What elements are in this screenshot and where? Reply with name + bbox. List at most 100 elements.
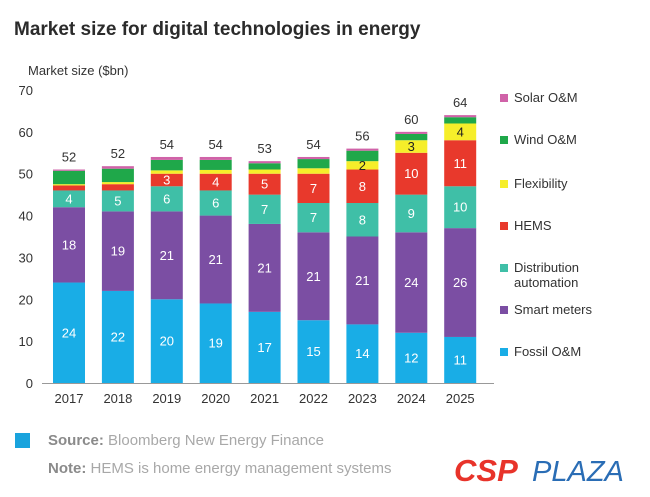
bar-segment-2025-3 [444,140,477,187]
bar-total-label-2018: 52 [111,146,125,161]
bar-value-label-2020-1: 21 [208,252,222,267]
y-tick-label-70: 70 [19,83,33,98]
bar-segment-2023-0 [346,324,379,383]
bar-segment-2023-5 [346,150,379,162]
legend-swatch-flexibility [500,180,508,188]
csp-plaza-logo: CSP PLAZA [454,453,624,488]
bar-segment-2019-0 [150,299,183,383]
bar-segment-2025-1 [444,228,477,337]
bar-segment-2020-3 [199,173,232,191]
bar-value-label-2018-1: 19 [111,244,125,259]
legend-swatch-distribution-automation [500,264,508,272]
bar-segment-2018-0 [101,290,134,383]
bar-value-label-2021-2: 7 [261,202,268,217]
logo-text-plaza: PLAZA [532,456,624,488]
bar-total-label-2024: 60 [404,112,418,127]
bar-value-label-2023-4: 2 [359,158,366,173]
bar-total-label-2020: 54 [208,137,222,152]
bar-segment-2024-1 [395,232,428,333]
source-square-icon [15,433,30,448]
note-line: Note: HEMS is home energy management sys… [48,460,391,477]
bar-total-label-2023: 56 [355,129,369,144]
bar-value-label-2023-2: 8 [359,212,366,227]
bar-value-label-2023-1: 21 [355,273,369,288]
bar-segment-2020-1 [199,215,232,304]
bar-total-label-2017: 52 [62,150,76,165]
x-tick-label-2025: 2025 [446,391,475,406]
x-tick-label-2021: 2021 [250,391,279,406]
bar-value-label-2022-3: 7 [310,181,317,196]
bar-value-label-2024-2: 9 [408,206,415,221]
source-label: Source: [48,432,104,449]
bar-segment-2021-2 [248,194,281,224]
legend-label-distribution-automation: Distribution automation [514,260,580,290]
bar-segment-2020-4 [199,169,232,174]
bar-value-label-2023-3: 8 [359,179,366,194]
bar-value-label-2024-4: 3 [408,139,415,154]
legend-item-hems: HEMS [500,218,614,233]
bar-segment-2018-4 [101,182,134,185]
y-tick-label-30: 30 [19,250,33,265]
bar-segment-2019-5 [150,159,183,171]
y-tick-label-50: 50 [19,167,33,182]
legend-item-distribution-automation: Distribution automation [500,260,614,290]
chart-title: Market size for digital technologies in … [14,19,421,40]
bar-segment-2017-6 [53,169,85,171]
bar-value-label-2017-1: 18 [62,237,76,252]
bar-value-label-2023-0: 14 [355,346,369,361]
bar-segment-2025-6 [444,115,477,118]
y-axis-label: Market size ($bn) [28,63,129,78]
bar-value-label-2024-1: 24 [404,275,418,290]
bar-value-label-2025-2: 10 [453,200,467,215]
bar-segment-2020-5 [199,159,232,170]
legend-item-fossil-om: Fossil O&M [500,344,614,359]
bar-segment-2017-3 [53,185,85,191]
bar-segment-2019-2 [150,186,183,212]
stacked-bar-chart: 0102030405060702418452201722195522018202… [19,83,494,406]
bar-segment-2017-0 [53,282,85,383]
bar-segment-2021-1 [248,223,281,312]
bar-segment-2023-1 [346,236,379,325]
bar-segment-2017-5 [53,170,85,185]
bar-segment-2021-4 [248,169,281,174]
legend-swatch-solar-om [500,94,508,102]
bar-segment-2018-1 [101,211,134,291]
y-tick-label-60: 60 [19,125,33,140]
bar-value-label-2019-1: 21 [160,248,174,263]
bar-total-label-2025: 64 [453,95,467,110]
legend-item-flexibility: Flexibility [500,176,614,191]
bar-value-label-2025-4: 4 [457,124,464,139]
bar-segment-2018-5 [101,168,134,183]
x-tick-label-2019: 2019 [152,391,181,406]
bar-segment-2019-3 [150,173,183,187]
y-tick-label-20: 20 [19,292,33,307]
bar-segment-2024-6 [395,131,428,134]
bar-value-label-2021-0: 17 [257,340,271,355]
bar-value-label-2019-0: 20 [160,334,174,349]
bar-value-label-2020-2: 6 [212,196,219,211]
x-tick-label-2017: 2017 [55,391,84,406]
bar-segment-2020-0 [199,303,232,383]
legend-label-hems: HEMS [514,218,552,233]
legend-swatch-smart-meters [500,306,508,314]
note-text: HEMS is home energy management systems [90,460,392,477]
bar-segment-2021-5 [248,163,281,170]
bar-segment-2024-0 [395,332,428,383]
bar-segment-2017-2 [53,190,85,208]
bar-segment-2022-5 [297,159,330,169]
bar-segment-2023-2 [346,203,379,237]
bar-segment-2020-2 [199,190,232,216]
bar-value-label-2019-2: 6 [163,191,170,206]
bar-value-label-2025-0: 11 [453,352,467,367]
bar-segment-2022-3 [297,173,330,204]
bar-segment-2023-4 [346,161,379,170]
bar-value-label-2017-0: 24 [62,325,76,340]
bar-value-label-2018-2: 5 [114,193,121,208]
bar-segment-2017-4 [53,184,85,186]
x-tick-label-2020: 2020 [201,391,230,406]
bar-value-label-2022-1: 21 [306,269,320,284]
bar-segment-2023-6 [346,148,379,151]
bar-value-label-2024-3: 10 [404,166,418,181]
bar-segment-2025-2 [444,186,477,229]
bar-total-label-2021: 53 [257,141,271,156]
